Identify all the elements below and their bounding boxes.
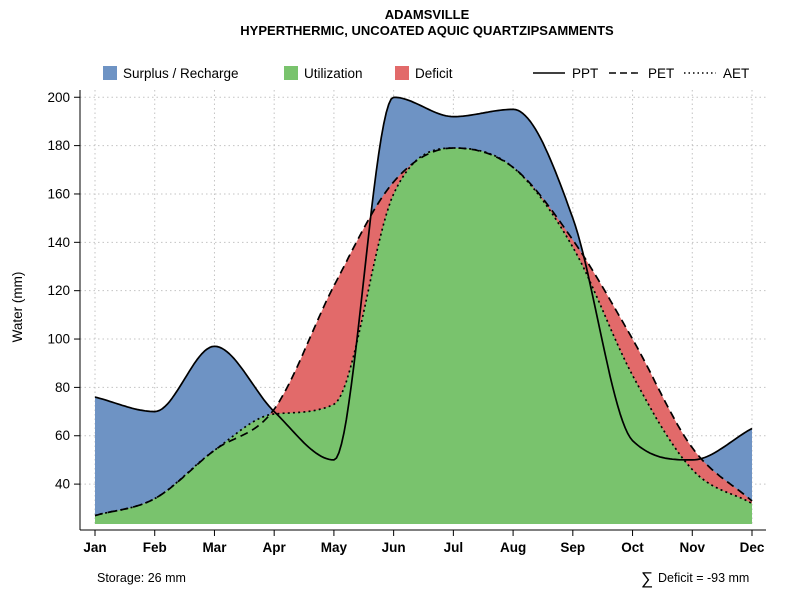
deficit-legend-label: Deficit: [415, 66, 453, 81]
x-tick-label: May: [321, 540, 348, 555]
utilization-area: [95, 148, 752, 524]
area-fills: [95, 97, 752, 525]
y-tick-label: 180: [47, 138, 70, 153]
storage-annotation: Storage: 26 mm: [97, 571, 186, 585]
y-tick-label: 200: [47, 90, 70, 105]
x-tick-label: Dec: [740, 540, 765, 555]
pet-curve: [94, 147, 753, 517]
deficit-swatch: [395, 66, 409, 80]
pet-legend-label: PET: [648, 66, 674, 81]
deficit-annotation: ∑ Deficit = -93 mm: [641, 569, 749, 588]
x-tick-label: Jan: [83, 540, 106, 555]
x-tick-label: Apr: [263, 540, 287, 555]
x-tick-label: Mar: [202, 540, 227, 555]
x-tick-label: Feb: [143, 540, 167, 555]
ppt-curve: [94, 96, 753, 461]
utilization-legend-label: Utilization: [304, 66, 363, 81]
x-tick-label: Oct: [621, 540, 644, 555]
y-axis-label: Water (mm): [10, 272, 25, 343]
tick-labels: 40 60 80 100 120 140 160 180 200 Jan Feb Mar Apr May J…: [47, 90, 764, 555]
x-tick-label: Aug: [500, 540, 526, 555]
y-tick-label: 60: [55, 428, 70, 443]
y-tick-label: 120: [47, 283, 70, 298]
chart-subtitle: HYPERTHERMIC, UNCOATED AQUIC QUARTZIPSAM…: [240, 23, 614, 38]
y-tick-label: 160: [47, 186, 70, 201]
surplus-legend-label: Surplus / Recharge: [123, 66, 239, 81]
x-tick-label: Nov: [680, 540, 706, 555]
ppt-legend-label: PPT: [572, 66, 598, 81]
x-tick-label: Sep: [560, 540, 585, 555]
surplus-swatch: [103, 66, 117, 80]
y-tick-label: 80: [55, 380, 70, 395]
aet-curve: [94, 147, 753, 517]
axes: [74, 90, 766, 536]
x-tick-label: Jul: [444, 540, 464, 555]
curves: [94, 96, 753, 517]
y-tick-label: 40: [55, 477, 70, 492]
utilization-swatch: [284, 66, 298, 80]
x-tick-label: Jun: [382, 540, 406, 555]
aet-legend-label: AET: [723, 66, 749, 81]
y-tick-label: 140: [47, 235, 70, 250]
chart-legend: Surplus / Recharge Utilization Deficit P…: [103, 66, 749, 81]
deficit-annotation-text: Deficit = -93 mm: [658, 571, 749, 585]
sigma-symbol: ∑: [641, 569, 653, 588]
y-tick-label: 100: [47, 332, 70, 347]
chart-title: ADAMSVILLE: [385, 7, 470, 22]
